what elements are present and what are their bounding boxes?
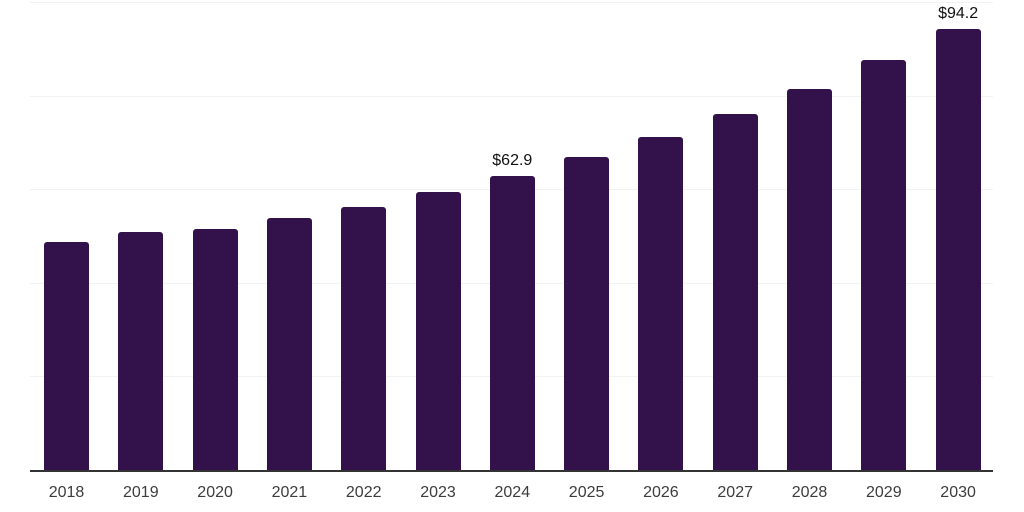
bar-2018 bbox=[44, 242, 89, 470]
plot-area: $62.9 $94.2 bbox=[30, 2, 993, 472]
x-tick-label-2024: 2024 bbox=[494, 484, 531, 501]
x-tick-label-2023: 2023 bbox=[420, 484, 456, 501]
bar-2020 bbox=[192, 228, 238, 470]
bar-2022 bbox=[341, 207, 387, 470]
x-tick-label-2027: 2027 bbox=[717, 484, 753, 501]
bar-2019 bbox=[118, 231, 164, 470]
x-tick-label-2020: 2020 bbox=[197, 484, 233, 501]
x-tick-label-2022: 2022 bbox=[345, 484, 382, 501]
x-tick-label-2030: 2030 bbox=[940, 484, 976, 501]
x-axis-tick-labels: 2018 2019 2020 2021 2022 2023 2024 2025 2026 2027… bbox=[0, 484, 1024, 504]
bar-2029 bbox=[861, 60, 907, 470]
x-tick-label-2026: 2026 bbox=[643, 484, 679, 501]
bar-value-label-2030: $94.2 bbox=[938, 5, 979, 23]
x-tick-label-2029: 2029 bbox=[866, 484, 902, 501]
gridline-80 bbox=[30, 95, 993, 97]
gridline-100 bbox=[30, 2, 993, 3]
bar-2024 bbox=[489, 175, 535, 470]
x-tick-label-2025: 2025 bbox=[568, 484, 605, 501]
bar-2028 bbox=[787, 89, 832, 470]
x-tick-label-2021: 2021 bbox=[271, 484, 308, 501]
bar-2023 bbox=[415, 192, 461, 470]
bar-value-label-2024: $62.9 bbox=[492, 151, 533, 169]
x-tick-label-2028: 2028 bbox=[791, 484, 828, 501]
bar-2027 bbox=[712, 113, 758, 470]
bar-2025 bbox=[564, 157, 610, 470]
bar-2026 bbox=[638, 136, 684, 470]
bar-2030 bbox=[935, 29, 981, 470]
x-axis-line bbox=[30, 470, 993, 472]
x-tick-label-2018: 2018 bbox=[48, 484, 85, 501]
x-tick-label-2019: 2019 bbox=[123, 484, 159, 501]
bar-2021 bbox=[266, 218, 312, 470]
